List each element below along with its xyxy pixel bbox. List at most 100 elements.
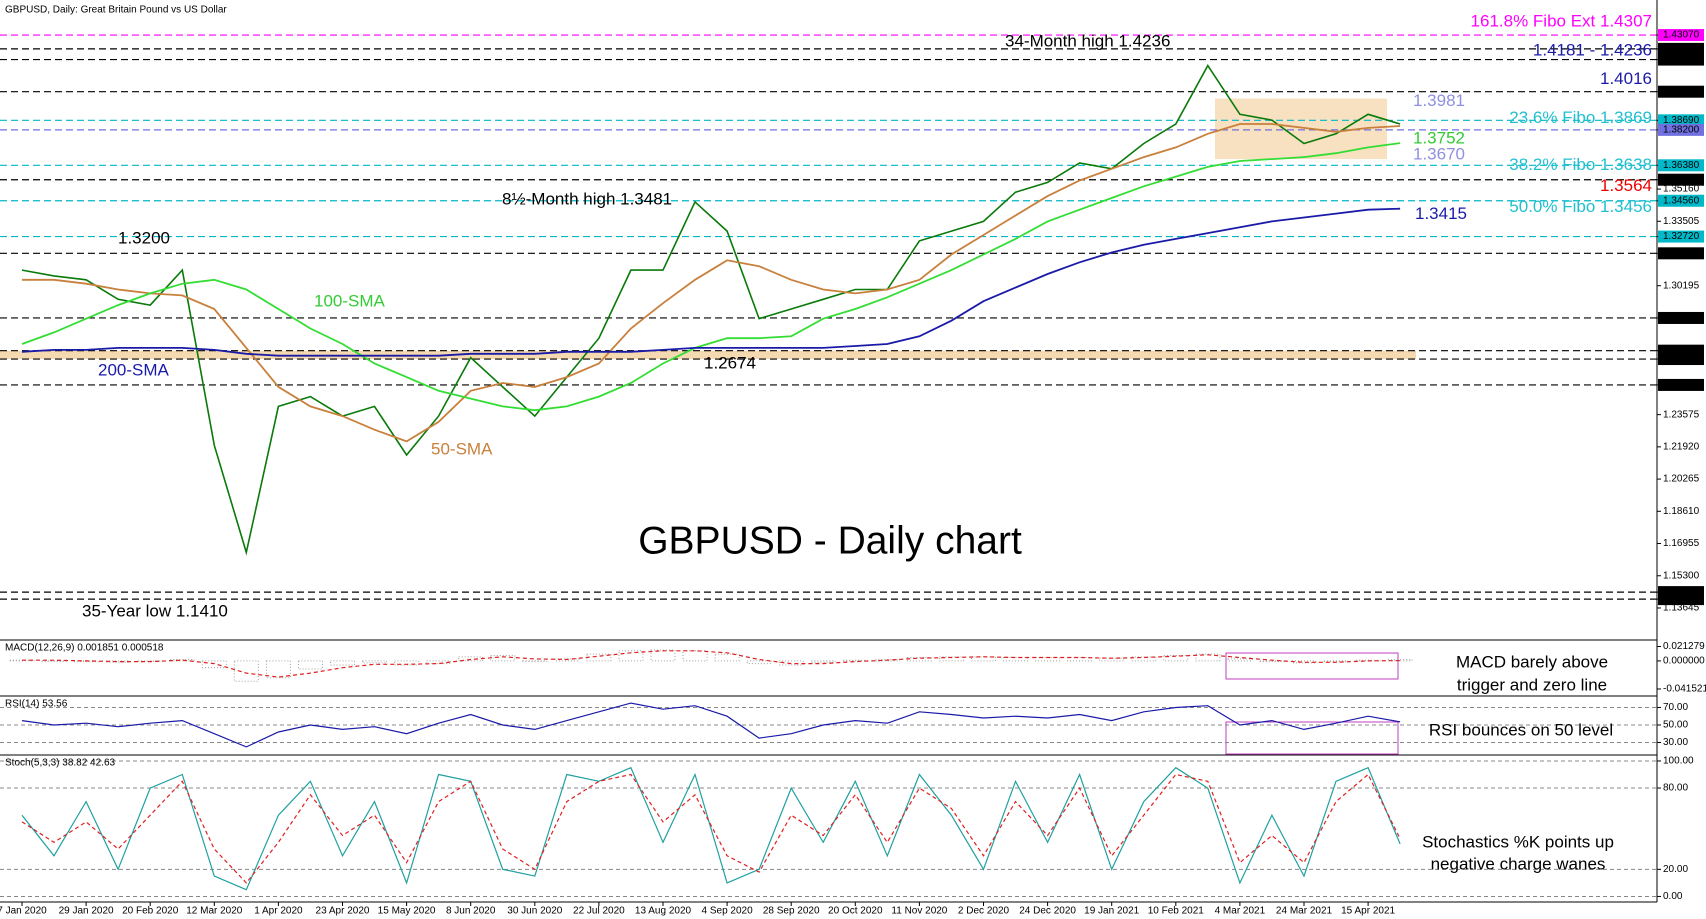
x-tick-label: 20 Feb 2020 (122, 906, 179, 917)
macd-bar (1227, 658, 1253, 662)
level-label: 38.2% Fibo 1.3638 (1509, 155, 1652, 174)
annotation: 1.2674 (704, 353, 756, 372)
level-label: 1.4181 - 1.4236 (1533, 40, 1652, 59)
signal-line (22, 650, 1401, 678)
series-line (21, 773, 1401, 884)
y-tick-label: 1.38200 (1663, 125, 1700, 136)
y-tick-label: 1.13645 (1663, 603, 1700, 614)
annotation: 1.3200 (118, 228, 170, 247)
macd-bar (586, 653, 612, 662)
y-tick-label: 1.20265 (1663, 474, 1700, 485)
tick-highlight (1658, 194, 1704, 207)
x-tick-label: 11 Nov 2020 (891, 906, 947, 917)
macd-bar (938, 656, 964, 662)
macd-bar (490, 654, 516, 662)
y-tick-label: 1.35640 (1663, 174, 1700, 185)
y-tick-label: 1.14100 (1663, 594, 1700, 605)
tick-highlight (1658, 85, 1704, 98)
y-tick-label: 0.000000 (1663, 656, 1705, 667)
level-label: 1.3415 (1415, 204, 1467, 223)
tick-highlight (1658, 159, 1704, 172)
level-label: 1.3752 (1413, 129, 1465, 148)
x-tick-label: 8 Jun 2020 (446, 906, 496, 917)
macd-bar (650, 649, 676, 662)
x-tick-label: 10 Feb 2021 (1148, 906, 1205, 917)
macd-bar (458, 656, 484, 662)
tick-highlight (1658, 593, 1704, 606)
x-tick-label: 29 Jan 2020 (59, 906, 114, 917)
level-label: 23.6% Fibo 1.3869 (1509, 108, 1652, 127)
y-tick-label: 1.26430 (1663, 354, 1700, 365)
tick-highlight (1658, 114, 1704, 127)
note: trigger and zero line (1457, 675, 1607, 694)
y-tick-label: 1.23575 (1663, 409, 1700, 420)
macd-bar (1067, 657, 1093, 662)
x-tick-label: 1 Apr 2020 (254, 906, 303, 917)
x-tick-label: 15 Apr 2021 (1341, 906, 1395, 917)
level-label: 1.3564 (1600, 176, 1652, 195)
heading: GBPUSD - Daily chart (638, 519, 1022, 562)
y-tick-label: 0.021279 (1663, 641, 1705, 652)
x-tick-label: 4 Mar 2021 (1215, 906, 1266, 917)
y-tick-label: 1.16955 (1663, 538, 1700, 549)
x-tick-label: 19 Jan 2021 (1084, 906, 1139, 917)
y-tick-label: -0.041521 (1663, 684, 1706, 695)
series-line (21, 207, 1401, 357)
tick-highlight (1658, 247, 1704, 260)
y-tick-label: 50.00 (1663, 720, 1688, 731)
y-tick-label: 1.26860 (1663, 345, 1700, 356)
level-label: 161.8% Fibo Ext 1.4307 (1471, 12, 1652, 31)
tick-highlight (1658, 353, 1704, 366)
x-tick-label: 28 Sep 2020 (763, 906, 820, 917)
macd-box (1225, 652, 1399, 680)
note: RSI bounces on 50 level (1429, 720, 1613, 739)
y-tick-label: 1.40160 (1663, 86, 1700, 97)
y-tick-label: 0.00 (1663, 891, 1683, 902)
macd-bar (1195, 653, 1221, 662)
macd-bar (1003, 657, 1029, 662)
x-tick-label: 7 Jan 2020 (0, 906, 47, 917)
x-tick-label: 20 Oct 2020 (828, 906, 883, 917)
plot-layer (0, 34, 1657, 897)
x-tick-label: 2 Dec 2020 (958, 906, 1010, 917)
y-tick-label: 30.00 (1663, 737, 1688, 748)
support-band (0, 350, 1416, 359)
y-tick-label: 1.43070 (1663, 30, 1700, 41)
macd-bar (810, 660, 836, 663)
tick-highlight (1658, 311, 1704, 324)
macd-bar (297, 660, 323, 670)
panel-title: Stoch(5,3,3) 38.82 42.63 (5, 758, 116, 769)
level-label: 1.4016 (1600, 69, 1652, 88)
x-tick-label: 15 May 2020 (378, 906, 436, 917)
tick-highlight (1658, 173, 1704, 186)
x-tick-label: 24 Dec 2020 (1019, 906, 1076, 917)
macd-bar (746, 660, 772, 665)
tick-highlight (1658, 378, 1704, 391)
y-tick-label: 1.34560 (1663, 195, 1700, 206)
macd-bar (233, 660, 259, 682)
macd-bar (554, 658, 580, 662)
y-tick-label: 1.32720 (1663, 231, 1700, 242)
x-tick-label: 30 Jun 2020 (507, 906, 562, 917)
level-label: 1.3981 (1413, 91, 1465, 110)
y-tick-label: 70.00 (1663, 702, 1688, 713)
level-label: 50.0% Fibo 1.3456 (1509, 197, 1652, 216)
macd-bar (426, 660, 452, 665)
y-tick-label: 1.41810 (1663, 54, 1700, 65)
macd-bar (906, 657, 932, 662)
macd-bar (1387, 659, 1413, 662)
y-tick-label: 1.18610 (1663, 506, 1700, 517)
macd-bar (1131, 656, 1157, 662)
macd-bar (522, 660, 548, 662)
macd-bar (201, 660, 227, 669)
tick-highlight (1658, 29, 1704, 42)
macd-bar (169, 659, 195, 662)
tick-highlight (1658, 123, 1704, 136)
macd-bar (778, 660, 804, 666)
chart-title: GBPUSD, Daily: Great Britain Pound vs US… (5, 5, 227, 16)
y-tick-label: 80.00 (1663, 783, 1688, 794)
y-tick-label: 1.28540 (1663, 313, 1700, 324)
note: negative charge wanes (1431, 854, 1606, 873)
y-tick-label: 1.21920 (1663, 441, 1700, 452)
